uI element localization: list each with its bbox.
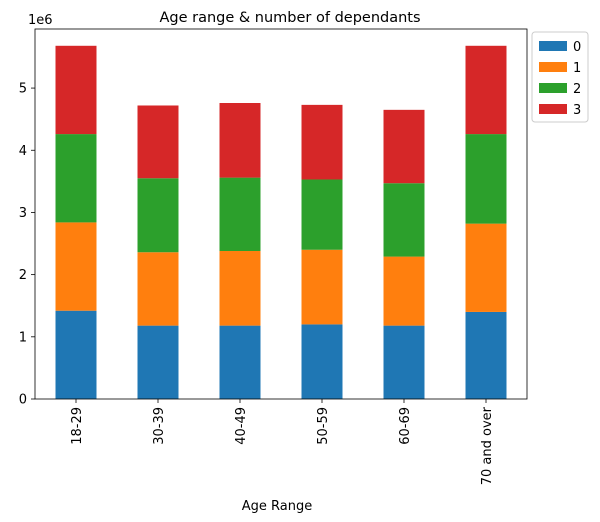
- y-tick-label: 3: [19, 206, 27, 221]
- bar-50-59-series-2: [301, 179, 343, 250]
- legend-label-0: 0: [573, 40, 581, 55]
- bar-40-49-series-0: [219, 325, 261, 399]
- x-axis: 18-29 30-39 40-49 50-59 60-69 70 and over: [70, 399, 495, 485]
- y-tick-label: 2: [19, 268, 27, 283]
- bar-18-29-series-1: [55, 222, 97, 311]
- bar-70-and-over-series-2: [465, 134, 507, 224]
- chart-title: Age range & number of dependants: [159, 10, 420, 26]
- bar-70-and-over-series-3: [465, 45, 507, 135]
- legend-swatch-3: [539, 104, 567, 114]
- bar-40-49-series-3: [219, 103, 261, 178]
- legend-swatch-1: [539, 62, 567, 72]
- legend: 0 1 2 3: [531, 31, 589, 123]
- bar-50-59-series-1: [301, 249, 343, 325]
- bar-30-39-series-0: [137, 325, 179, 399]
- bar-60-69-series-0: [383, 325, 425, 399]
- legend-label-1: 1: [573, 61, 581, 76]
- y-axis: 0 1 2 3 4 5: [19, 82, 35, 408]
- x-tick-label: 50-59: [316, 407, 331, 445]
- bar-50-59-series-0: [301, 324, 343, 399]
- y-tick-label: 5: [19, 82, 27, 97]
- y-offset-label: 1e6: [28, 13, 53, 28]
- bar-30-39-series-2: [137, 178, 179, 253]
- legend-swatch-2: [539, 83, 567, 93]
- x-axis-label: Age Range: [242, 499, 312, 514]
- bars-group: [55, 45, 507, 399]
- bar-30-39-series-1: [137, 252, 179, 326]
- legend-label-2: 2: [573, 82, 581, 97]
- x-tick-label: 70 and over: [480, 406, 495, 485]
- bar-70-and-over-series-0: [465, 311, 507, 399]
- bar-60-69-series-1: [383, 256, 425, 326]
- bar-18-29-series-2: [55, 134, 97, 223]
- bar-30-39-series-3: [137, 105, 179, 179]
- bar-40-49-series-1: [219, 251, 261, 326]
- x-tick-label: 30-39: [152, 407, 167, 445]
- x-tick-label: 18-29: [70, 407, 85, 445]
- bar-60-69-series-2: [383, 183, 425, 257]
- bar-50-59-series-3: [301, 104, 343, 180]
- x-tick-label: 40-49: [234, 407, 249, 445]
- legend-label-3: 3: [573, 103, 581, 118]
- bar-18-29-series-0: [55, 310, 97, 399]
- bar-18-29-series-3: [55, 45, 97, 135]
- y-tick-label: 0: [19, 393, 27, 408]
- bar-40-49-series-2: [219, 177, 261, 251]
- bar-60-69-series-3: [383, 109, 425, 184]
- y-tick-label: 1: [19, 330, 27, 345]
- x-tick-label: 60-69: [398, 407, 413, 445]
- plot-area-frame: [34, 28, 528, 400]
- y-tick-label: 4: [19, 144, 27, 159]
- legend-frame: [531, 31, 589, 123]
- legend-swatch-0: [539, 41, 567, 51]
- bar-70-and-over-series-1: [465, 223, 507, 312]
